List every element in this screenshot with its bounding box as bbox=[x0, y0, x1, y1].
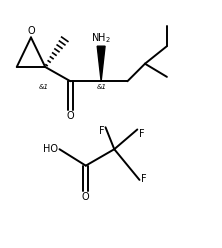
Text: F: F bbox=[141, 174, 147, 185]
Text: O: O bbox=[27, 26, 35, 36]
Text: HO: HO bbox=[43, 144, 58, 154]
Text: F: F bbox=[139, 129, 145, 139]
Text: O: O bbox=[67, 111, 74, 121]
Text: NH$_2$: NH$_2$ bbox=[91, 31, 111, 45]
Polygon shape bbox=[97, 46, 105, 81]
Text: O: O bbox=[82, 192, 90, 202]
Text: F: F bbox=[99, 126, 104, 136]
Text: &1: &1 bbox=[39, 84, 49, 90]
Text: &1: &1 bbox=[97, 84, 107, 90]
